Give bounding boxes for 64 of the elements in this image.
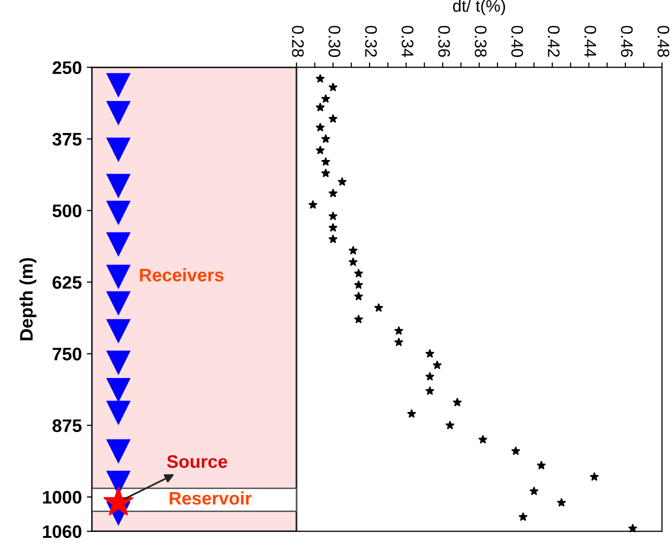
point	[432, 360, 442, 369]
x-tick-label: 0.28	[292, 26, 304, 57]
point	[354, 269, 363, 278]
x-tick-label: 0.48	[657, 26, 670, 57]
x-axis-title: dt/ t(%)	[453, 0, 506, 16]
y-tick-label: 375	[52, 132, 82, 146]
point	[338, 177, 346, 186]
point	[328, 212, 338, 220]
point	[590, 472, 599, 481]
annotation: Receivers	[140, 268, 224, 282]
y-tick-label: 750	[52, 348, 82, 360]
point	[321, 134, 330, 143]
point	[316, 74, 325, 83]
point	[348, 258, 358, 266]
x-tick-label: 0.46	[620, 26, 633, 57]
point	[394, 338, 404, 346]
point	[354, 292, 363, 300]
x-tick-label: 0.30	[328, 26, 340, 57]
band-label: Reservoir	[170, 491, 252, 505]
point	[328, 223, 338, 232]
point	[530, 486, 538, 495]
point	[316, 102, 325, 112]
x-tick-label: 0.42	[548, 26, 560, 57]
annotation: Source	[167, 455, 228, 468]
point	[348, 246, 358, 254]
point	[511, 446, 520, 455]
x-tick-label: 0.32	[365, 26, 377, 57]
point	[374, 303, 384, 312]
point	[557, 498, 566, 506]
point	[316, 146, 325, 154]
point	[452, 398, 462, 406]
y-tick-label: 1060	[43, 525, 82, 538]
point	[426, 349, 434, 358]
point	[537, 460, 546, 470]
point	[628, 524, 638, 532]
point	[316, 122, 325, 132]
x-tick-label: 0.36	[438, 26, 450, 57]
point	[354, 280, 363, 289]
y-axis-title: Depth (m)	[20, 258, 36, 340]
point	[354, 314, 363, 324]
point	[328, 114, 338, 123]
y-tick-label: 250	[52, 61, 82, 74]
point	[394, 326, 404, 335]
point	[328, 188, 338, 198]
point	[426, 372, 434, 380]
point	[321, 168, 330, 178]
point	[407, 409, 416, 418]
point	[328, 234, 338, 243]
y-tick-label: 625	[52, 276, 82, 289]
y-tick-label: 875	[52, 419, 82, 432]
x-tick-label: 0.34	[402, 26, 414, 58]
x-tick-label: 0.38	[474, 26, 487, 57]
y-tick-label: 500	[52, 204, 82, 218]
x-tick-label: 0.44	[584, 26, 596, 58]
point	[478, 435, 488, 444]
x-tick-label: 0.40	[511, 26, 524, 57]
point	[308, 200, 318, 209]
point	[321, 94, 330, 103]
point	[518, 512, 528, 521]
point	[426, 386, 434, 395]
y-tick-label: 1000	[43, 490, 82, 504]
point	[321, 157, 330, 166]
point	[446, 420, 454, 430]
point	[328, 82, 338, 92]
